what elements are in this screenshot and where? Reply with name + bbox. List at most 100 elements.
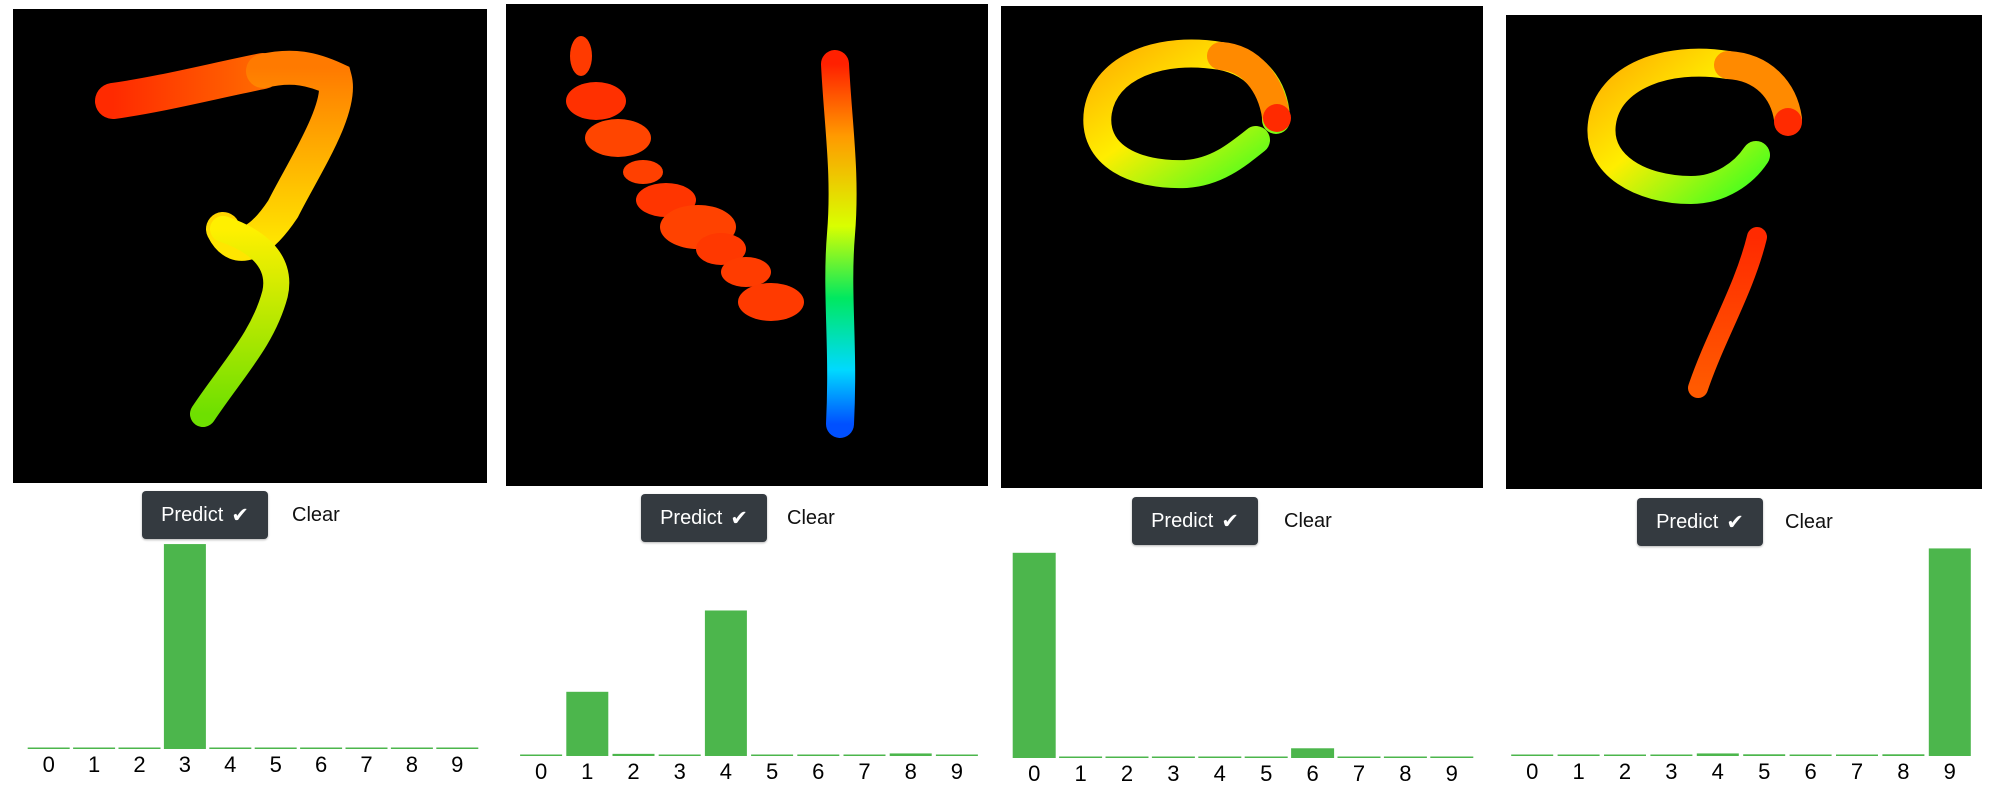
bar-7: [345, 747, 388, 749]
prediction-chart: 0 1 2 3 4 5 6 7 8 9: [26, 540, 480, 777]
drawing-canvas[interactable]: [1506, 15, 1982, 489]
tick-label-5: 5: [1260, 761, 1272, 785]
tick-label-7: 7: [1353, 761, 1365, 785]
predict-label: Predict: [161, 503, 224, 526]
tick-label-8: 8: [406, 752, 418, 777]
bar-chart-svg: 0 1 2 3 4 5 6 7 8 9: [520, 610, 978, 784]
drawn-digit-stroke: [95, 50, 353, 427]
bar-3: [658, 754, 701, 756]
tick-label-7: 7: [858, 759, 870, 784]
clear-button[interactable]: Clear: [1785, 498, 1833, 546]
tick-label-8: 8: [905, 759, 917, 784]
tick-label-0: 0: [535, 759, 547, 784]
drawn-digit-stroke: [1083, 39, 1291, 189]
clear-button[interactable]: Clear: [292, 491, 340, 539]
drawing-canvas[interactable]: [1001, 6, 1483, 488]
check-icon: ✔: [1221, 509, 1239, 533]
check-icon: ✔: [231, 503, 249, 527]
prediction-chart: 0 1 2 3 4 5 6 7 8 9: [1011, 540, 1475, 785]
bar-5: [1743, 754, 1786, 756]
drawing-canvas[interactable]: [13, 9, 487, 483]
bar-7: [1337, 756, 1381, 758]
bar-2: [1105, 756, 1149, 758]
predict-label: Predict: [660, 506, 723, 529]
bar-8: [1383, 756, 1427, 758]
predict-label: Predict: [1151, 509, 1214, 532]
bar-6: [797, 754, 840, 756]
clear-button[interactable]: Clear: [1284, 497, 1332, 545]
predict-button[interactable]: Predict ✔: [142, 491, 268, 539]
tick-label-4: 4: [1712, 759, 1724, 784]
drawn-digit-stroke: [566, 36, 857, 438]
bar-0: [520, 754, 563, 756]
tick-label-3: 3: [1167, 761, 1179, 785]
predict-button[interactable]: Predict ✔: [641, 494, 767, 542]
tick-label-8: 8: [1897, 759, 1909, 784]
bar-3: [1650, 754, 1693, 756]
check-icon: ✔: [730, 506, 748, 530]
bar-0: [27, 747, 70, 749]
tick-label-7: 7: [1851, 759, 1863, 784]
predict-button[interactable]: Predict ✔: [1132, 497, 1258, 545]
tick-label-2: 2: [1619, 759, 1631, 784]
bar-2: [1604, 754, 1646, 756]
bar-8: [1882, 754, 1925, 756]
bar-8: [390, 747, 433, 749]
tick-label-6: 6: [1306, 761, 1318, 785]
tick-label-3: 3: [179, 752, 191, 777]
tick-label-1: 1: [88, 752, 100, 777]
bar-6: [1789, 754, 1832, 756]
bar-2: [612, 753, 655, 756]
tick-label-7: 7: [360, 752, 372, 777]
tick-label-5: 5: [766, 759, 778, 784]
tick-label-3: 3: [674, 759, 686, 784]
clear-button[interactable]: Clear: [787, 494, 835, 542]
predict-button[interactable]: Predict ✔: [1637, 498, 1763, 546]
tick-label-6: 6: [1804, 759, 1816, 784]
bar-0: [1012, 552, 1056, 758]
bar-1: [1557, 754, 1600, 756]
tick-label-3: 3: [1665, 759, 1677, 784]
bar-4: [704, 610, 747, 756]
tick-label-9: 9: [1944, 759, 1956, 784]
tick-label-2: 2: [133, 752, 145, 777]
bar-4: [209, 747, 252, 749]
tick-label-2: 2: [1121, 761, 1133, 785]
tick-label-2: 2: [627, 759, 639, 784]
bar-7: [843, 754, 886, 756]
bar-chart-svg: 0 1 2 3 4 5 6 7 8 9: [1012, 552, 1474, 785]
tick-label-6: 6: [315, 752, 327, 777]
bar-3: [163, 544, 206, 749]
tick-label-1: 1: [1572, 759, 1584, 784]
check-icon: ✔: [1726, 510, 1744, 534]
bar-1: [1059, 756, 1103, 758]
predict-label: Predict: [1656, 510, 1719, 533]
tick-label-0: 0: [1526, 759, 1538, 784]
tick-label-5: 5: [1758, 759, 1770, 784]
tick-label-5: 5: [270, 752, 282, 777]
prediction-chart: 0 1 2 3 4 5 6 7 8 9: [1509, 540, 1973, 784]
bar-5: [254, 747, 297, 749]
tick-label-8: 8: [1399, 761, 1411, 785]
tick-label-1: 1: [1074, 761, 1086, 785]
bar-7: [1836, 754, 1878, 756]
bar-5: [1244, 756, 1288, 758]
drawing-canvas[interactable]: [506, 4, 988, 486]
bar-1: [73, 747, 116, 749]
bar-9: [1430, 756, 1474, 758]
bar-3: [1151, 756, 1195, 758]
bar-5: [751, 754, 794, 756]
bar-9: [1928, 548, 1971, 756]
bar-0: [1511, 754, 1554, 756]
tick-label-4: 4: [224, 752, 236, 777]
tick-label-9: 9: [951, 759, 963, 784]
bar-chart-svg: 0 1 2 3 4 5 6 7 8 9: [1511, 548, 1971, 784]
bar-4: [1198, 756, 1242, 758]
bar-9: [935, 754, 978, 756]
bar-6: [300, 747, 343, 749]
tick-label-9: 9: [451, 752, 463, 777]
bar-9: [436, 747, 479, 749]
tick-label-6: 6: [812, 759, 824, 784]
tick-label-0: 0: [43, 752, 55, 777]
tick-label-1: 1: [581, 759, 593, 784]
